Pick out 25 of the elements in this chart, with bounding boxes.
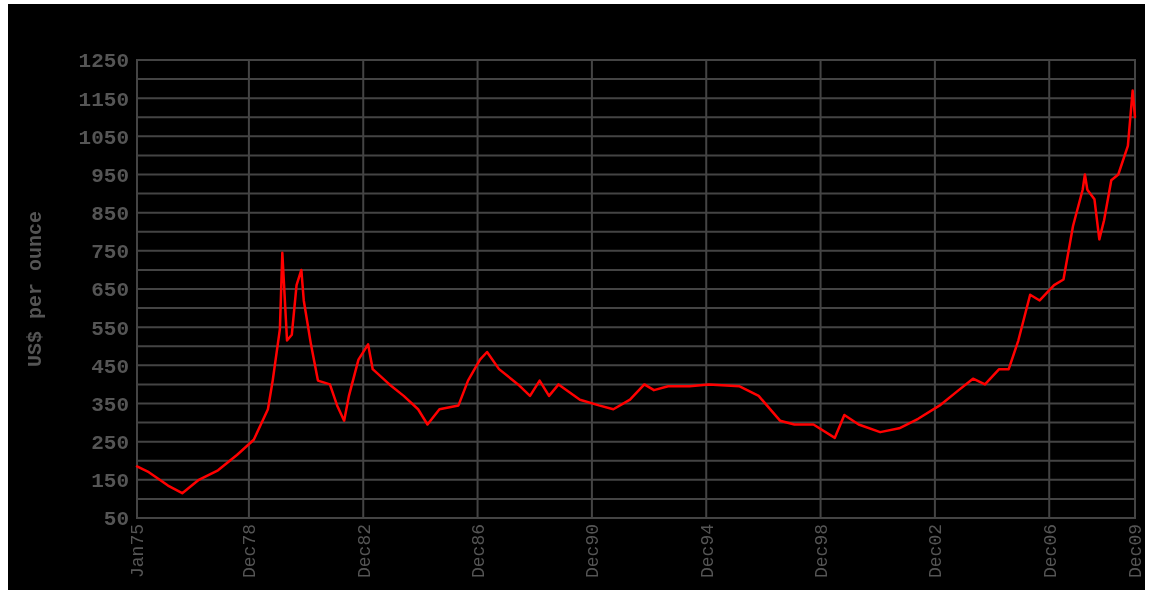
x-tick-label: Dec78 [240, 524, 261, 579]
y-tick-label: 1050 [78, 126, 129, 150]
y-tick-label: 950 [91, 164, 129, 188]
x-tick-label: Jan75 [128, 524, 149, 579]
y-axis-title: US$ per ounce [24, 210, 47, 368]
x-tick-label: Dec06 [1040, 524, 1061, 579]
x-tick-label: Dec90 [583, 524, 604, 579]
y-tick-label: 1250 [78, 50, 129, 74]
x-tick-label: Dec82 [354, 524, 375, 579]
y-tick-label: 1150 [78, 88, 129, 112]
y-tick-label: 150 [91, 470, 129, 494]
y-tick-label: 750 [91, 241, 129, 265]
y-tick-label: 350 [91, 393, 129, 417]
y-tick-label: 850 [91, 203, 129, 227]
y-tick-label: 450 [91, 355, 129, 379]
x-tick-label: Dec98 [811, 524, 832, 579]
x-tick-label: Dec02 [926, 524, 947, 579]
x-tick-label: Dec86 [468, 524, 489, 579]
x-tick-label: Dec94 [697, 524, 718, 579]
x-tick-label: Dec09 [1126, 524, 1147, 579]
y-tick-label: 50 [103, 508, 129, 532]
y-tick-label: 550 [91, 317, 129, 341]
y-tick-label: 650 [91, 279, 129, 303]
line-series [135, 89, 1137, 495]
y-tick-label: 250 [91, 432, 129, 456]
